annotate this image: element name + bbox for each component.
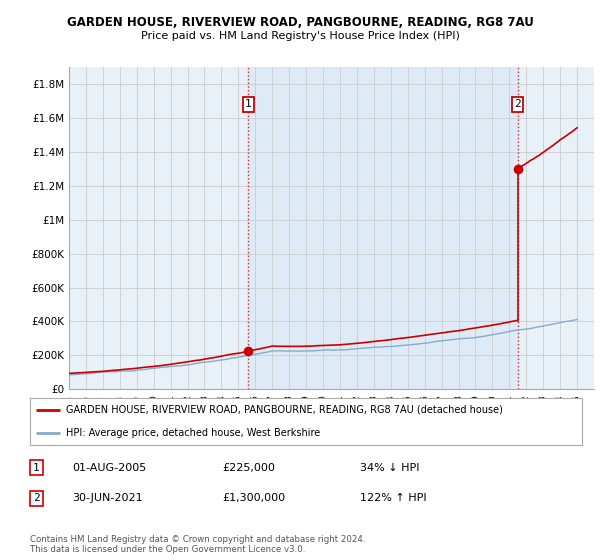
Text: £225,000: £225,000 xyxy=(222,463,275,473)
Text: 2: 2 xyxy=(33,493,40,503)
Text: 2: 2 xyxy=(514,100,521,110)
Text: 30-JUN-2021: 30-JUN-2021 xyxy=(72,493,143,503)
Text: 34% ↓ HPI: 34% ↓ HPI xyxy=(360,463,419,473)
Text: 1: 1 xyxy=(33,463,40,473)
Text: Price paid vs. HM Land Registry's House Price Index (HPI): Price paid vs. HM Land Registry's House … xyxy=(140,31,460,41)
Bar xyxy=(248,67,518,389)
Text: 122% ↑ HPI: 122% ↑ HPI xyxy=(360,493,427,503)
Text: GARDEN HOUSE, RIVERVIEW ROAD, PANGBOURNE, READING, RG8 7AU: GARDEN HOUSE, RIVERVIEW ROAD, PANGBOURNE… xyxy=(67,16,533,29)
Text: GARDEN HOUSE, RIVERVIEW ROAD, PANGBOURNE, READING, RG8 7AU (detached house): GARDEN HOUSE, RIVERVIEW ROAD, PANGBOURNE… xyxy=(66,404,503,414)
Text: HPI: Average price, detached house, West Berkshire: HPI: Average price, detached house, West… xyxy=(66,428,320,438)
Text: £1,300,000: £1,300,000 xyxy=(222,493,285,503)
Text: Contains HM Land Registry data © Crown copyright and database right 2024.
This d: Contains HM Land Registry data © Crown c… xyxy=(30,535,365,554)
Text: 01-AUG-2005: 01-AUG-2005 xyxy=(72,463,146,473)
Text: 1: 1 xyxy=(245,100,251,110)
